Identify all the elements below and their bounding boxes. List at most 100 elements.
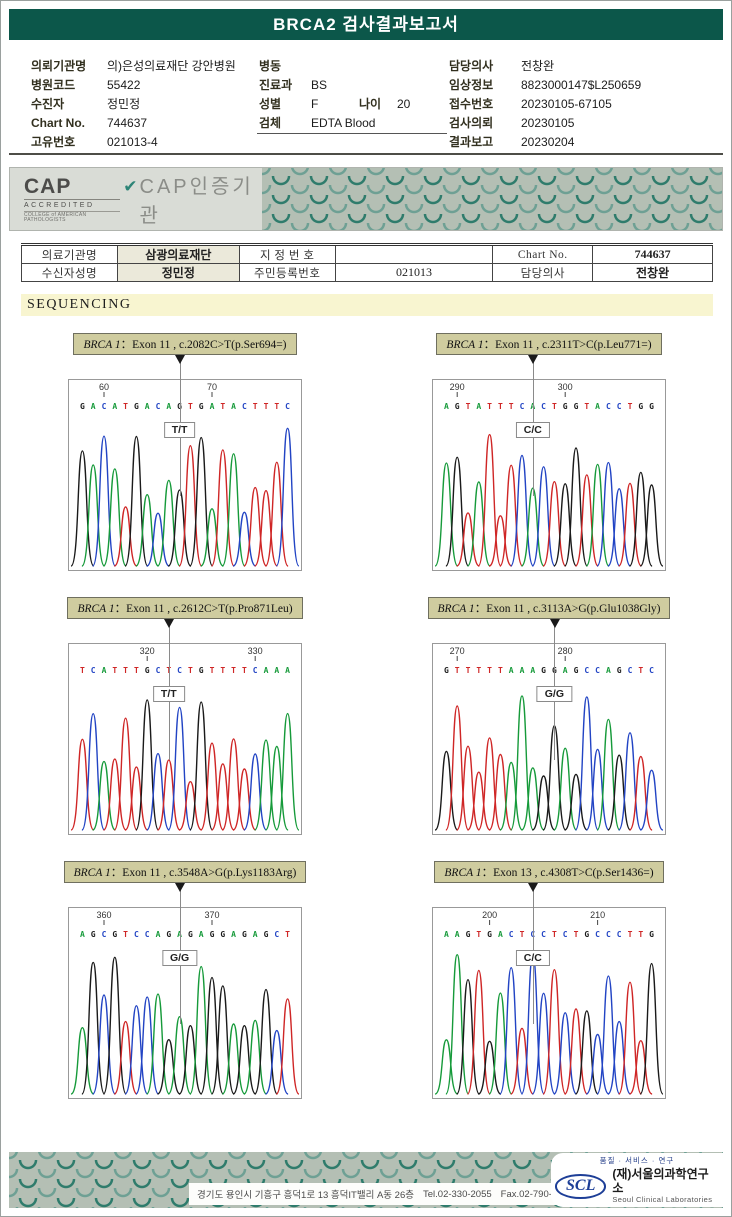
svg-text:C: C	[563, 930, 568, 939]
svg-text:C: C	[177, 666, 182, 675]
svg-text:A: A	[102, 666, 107, 675]
value-request-date: 20230105	[521, 115, 575, 130]
svg-text:T: T	[628, 930, 633, 939]
svg-text:C: C	[617, 402, 622, 411]
svg-text:T: T	[220, 402, 225, 411]
svg-text:G: G	[444, 666, 449, 675]
svg-text:G: G	[166, 930, 171, 939]
svg-text:G: G	[574, 402, 579, 411]
chromatogram-panel: G/G 360 370 A G C G T C C A G A G A G G A G A G C T	[68, 883, 302, 1099]
label-hospital-code: 병원코드	[31, 78, 76, 92]
gene-name: BRCA 1	[77, 603, 115, 615]
svg-text:T: T	[80, 666, 85, 675]
svg-text:A: A	[498, 930, 503, 939]
down-arrow-icon	[175, 883, 186, 892]
label-patient-name: 수진자	[31, 97, 65, 111]
svg-text:C: C	[584, 666, 589, 675]
svg-text:T: T	[628, 402, 633, 411]
svg-text:T: T	[134, 666, 139, 675]
svg-text:C: C	[134, 930, 139, 939]
svg-text:320: 320	[140, 646, 155, 656]
cell-recipient: 정민정	[116, 263, 240, 282]
svg-text:G: G	[145, 666, 150, 675]
report-title: BRCA2 검사결과보고서	[9, 9, 723, 40]
genotype-box: C/C	[515, 950, 550, 966]
label-department: 진료과	[259, 78, 293, 92]
sequencing-panel: BRCA 1：Exon 11 , c.2082C>T(p.Ser694=) T/…	[27, 333, 343, 571]
value-patient-name: 정민정	[107, 97, 141, 111]
cap-accredited-text: ACCREDITED	[24, 198, 120, 209]
value-report-date: 20230204	[521, 134, 575, 149]
svg-text:A: A	[520, 666, 525, 675]
svg-text:C: C	[541, 930, 546, 939]
svg-text:C: C	[145, 930, 150, 939]
svg-text:360: 360	[96, 910, 111, 920]
svg-text:G: G	[649, 930, 654, 939]
chromatogram-panel: C/C 200 210 A A G T G A C T C C T C T G C C C T T G	[432, 883, 666, 1099]
svg-text:C: C	[156, 402, 161, 411]
genotype-box: T/T	[163, 422, 196, 438]
label-report-date: 결과보고	[449, 135, 494, 149]
value-requesting-org: 의)은성의료재단 강안병원	[107, 59, 236, 73]
info-column-right: 담당의사 전창완 임상정보 8823000147$L250659 접수번호 20230…	[449, 56, 717, 151]
cell-designation-label: 지 정 번 호	[238, 244, 336, 264]
cell-physician: 전창완	[592, 263, 713, 282]
svg-text:270: 270	[450, 646, 465, 656]
svg-text:T: T	[638, 930, 643, 939]
sequencing-panel: BRCA 1：Exon 11 , c.2311T>C(p.Leu771=) C/…	[391, 333, 707, 571]
cell-resident-no-label: 주민등록번호	[238, 263, 336, 282]
svg-text:370: 370	[204, 910, 219, 920]
svg-text:A: A	[274, 666, 279, 675]
svg-text:G: G	[617, 666, 622, 675]
variant-description: Exon 11 , c.2082C>T(p.Ser694=)	[132, 339, 287, 351]
svg-text:T: T	[574, 930, 579, 939]
separator: ：	[110, 867, 123, 879]
svg-text:A: A	[166, 402, 171, 411]
svg-text:A: A	[455, 930, 460, 939]
svg-text:A: A	[145, 402, 150, 411]
section-title: SEQUENCING	[27, 297, 132, 312]
cell-recipient-label: 수신자성명	[21, 263, 118, 282]
svg-text:G: G	[199, 402, 204, 411]
svg-text:G: G	[455, 402, 460, 411]
label-specimen: 검체	[259, 116, 282, 130]
org-info-table: 의료기관명 삼광의료재단 지 정 번 호 Chart No. 744637 수신…	[21, 243, 713, 282]
footer-address-strip: 경기도 용인시 기흥구 흥덕1로 13 흥덕IT밸리 A동 26층 Tel.02…	[189, 1183, 585, 1205]
sequencing-panel: BRCA 1：Exon 13 , c.4308T>C(p.Ser1436=) C…	[391, 861, 707, 1099]
svg-text:C: C	[102, 930, 107, 939]
svg-text:A: A	[595, 402, 600, 411]
svg-text:G: G	[91, 930, 96, 939]
cap-college-text: COLLEGE of AMERICAN PATHOLOGISTS	[24, 210, 120, 223]
down-arrow-icon	[549, 619, 560, 628]
cell-chartno-label: Chart No.	[492, 244, 594, 264]
gene-name: BRCA 1	[83, 339, 121, 351]
svg-text:T: T	[498, 666, 503, 675]
svg-text:A: A	[210, 402, 215, 411]
label-requesting-org: 의뢰기관명	[31, 59, 87, 73]
genotype-box: C/C	[515, 422, 550, 438]
label-sex: 성별	[259, 97, 282, 111]
checkmark-icon: ✔	[123, 176, 138, 196]
svg-text:280: 280	[558, 646, 573, 656]
svg-text:T: T	[188, 666, 193, 675]
label-request-date: 검사의뢰	[449, 116, 494, 130]
svg-text:A: A	[231, 930, 236, 939]
genotype-box: T/T	[152, 686, 185, 702]
cap-logo: CAP ACCREDITED COLLEGE of AMERICAN PATHO…	[24, 176, 138, 223]
svg-text:A: A	[80, 930, 85, 939]
svg-text:G: G	[466, 930, 471, 939]
svg-text:T: T	[112, 666, 117, 675]
label-chart-no: Chart No.	[31, 115, 85, 130]
svg-text:T: T	[638, 666, 643, 675]
variant-title: BRCA 1：Exon 11 , c.2082C>T(p.Ser694=)	[73, 333, 297, 355]
svg-text:G: G	[264, 930, 269, 939]
svg-text:T: T	[274, 402, 279, 411]
cap-band: CAP ACCREDITED COLLEGE of AMERICAN PATHO…	[9, 167, 723, 231]
info-column-left: 의뢰기관명 의)은성의료재단 강안병원 병원코드 55422 수진자 정민정 Char…	[31, 56, 257, 151]
variant-description: Exon 13 , c.4308T>C(p.Ser1436=)	[493, 867, 654, 879]
svg-text:T: T	[466, 402, 471, 411]
